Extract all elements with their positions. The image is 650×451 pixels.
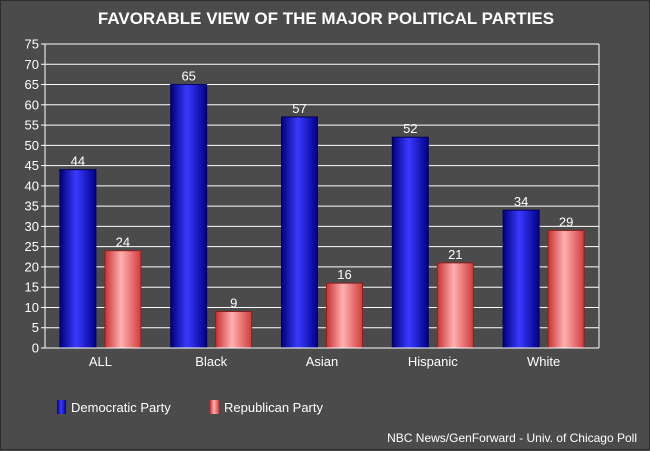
data-labels: 44 24 65 9 57 16 52 21 34 29: [71, 69, 574, 311]
x-category-label: ALL: [89, 354, 112, 369]
x-axis-labels: ALL Black Asian Hispanic White: [89, 354, 560, 369]
y-tick-label: 75: [25, 37, 39, 52]
y-axis-ticks: 0 5 10 15 20 25 30 35 40 45 50 55 60 65 70 75: [25, 37, 39, 356]
data-label-republican: 9: [230, 296, 237, 311]
y-tick-label: 35: [25, 199, 39, 214]
y-tick-label: 40: [25, 178, 39, 193]
data-label-democratic: 57: [292, 101, 306, 116]
data-label-republican: 24: [116, 235, 130, 250]
legend-label-republican: Republican Party: [224, 400, 323, 415]
bar-republican: [326, 282, 363, 349]
data-label-republican: 29: [559, 214, 573, 229]
x-category-label: Hispanic: [408, 354, 458, 369]
y-tick-label: 65: [25, 77, 39, 92]
bar-democratic: [502, 209, 540, 349]
data-label-republican: 21: [448, 247, 462, 262]
y-tick-label: 5: [32, 320, 39, 335]
data-label-democratic: 44: [71, 154, 85, 169]
y-tick-label: 25: [25, 239, 39, 254]
bar-republican: [215, 311, 253, 349]
data-label-democratic: 65: [181, 69, 195, 84]
data-label-democratic: 34: [514, 194, 528, 209]
y-tick-label: 10: [25, 300, 39, 315]
x-category-label: Black: [195, 354, 227, 369]
y-tick-label: 55: [25, 118, 39, 133]
bar-democratic: [170, 84, 208, 349]
y-tick-label: 30: [25, 219, 39, 234]
y-tick-label: 15: [25, 280, 39, 295]
bar-democratic: [281, 116, 318, 349]
chart-title: FAVORABLE VIEW OF THE MAJOR POLITICAL PA…: [98, 9, 554, 28]
y-tick-label: 70: [25, 57, 39, 72]
bars: [41, 84, 599, 349]
x-category-label: White: [527, 354, 560, 369]
y-tick-label: 20: [25, 259, 39, 274]
legend-swatch-republican: [210, 400, 219, 414]
legend-label-democratic: Democratic Party: [71, 400, 171, 415]
bar-democratic: [391, 136, 429, 349]
legend: Democratic Party Republican Party: [57, 400, 323, 415]
bar-republican: [436, 262, 474, 349]
legend-swatch-democratic: [57, 400, 66, 414]
data-label-democratic: 52: [403, 121, 417, 136]
y-tick-label: 0: [32, 341, 39, 356]
source-note: NBC News/GenForward - Univ. of Chicago P…: [387, 431, 637, 445]
x-category-label: Asian: [306, 354, 339, 369]
bar-democratic: [59, 169, 97, 349]
data-label-republican: 16: [337, 267, 351, 282]
bar-republican: [547, 229, 585, 349]
y-tick-label: 45: [25, 158, 39, 173]
y-tick-label: 60: [25, 97, 39, 112]
bar-republican: [104, 250, 142, 349]
y-tick-label: 50: [25, 138, 39, 153]
